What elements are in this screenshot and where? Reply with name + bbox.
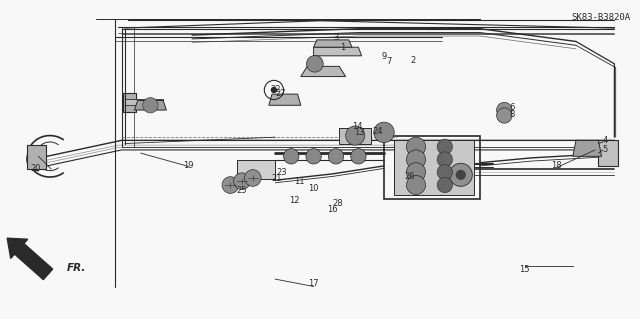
Polygon shape: [125, 99, 163, 105]
Polygon shape: [301, 66, 346, 77]
Text: 16: 16: [328, 205, 338, 214]
Circle shape: [244, 170, 261, 186]
Text: 14: 14: [352, 122, 362, 131]
Text: 5: 5: [602, 145, 607, 154]
FancyArrow shape: [7, 238, 52, 280]
Text: 8: 8: [509, 110, 515, 119]
Polygon shape: [123, 93, 136, 112]
Circle shape: [456, 170, 466, 180]
Text: 10: 10: [308, 184, 319, 193]
Circle shape: [406, 175, 426, 195]
Circle shape: [222, 177, 239, 193]
Polygon shape: [598, 140, 618, 166]
Text: 2: 2: [410, 56, 415, 65]
Text: 23: 23: [276, 168, 287, 177]
Text: SK83-B3820A: SK83-B3820A: [572, 13, 630, 22]
Circle shape: [284, 149, 299, 164]
Text: 4: 4: [602, 136, 607, 145]
Circle shape: [307, 56, 323, 72]
Circle shape: [143, 98, 158, 113]
Text: 19: 19: [184, 161, 194, 170]
Circle shape: [406, 137, 426, 156]
Circle shape: [437, 177, 452, 193]
Circle shape: [497, 102, 512, 118]
Bar: [384, 136, 480, 199]
Circle shape: [406, 163, 426, 182]
Polygon shape: [269, 94, 301, 105]
Polygon shape: [27, 145, 46, 169]
Circle shape: [306, 149, 321, 164]
Text: FR.: FR.: [67, 263, 86, 273]
Circle shape: [449, 163, 472, 186]
Text: 24: 24: [372, 127, 383, 136]
Text: 9: 9: [381, 52, 387, 61]
Circle shape: [374, 122, 394, 143]
Text: 15: 15: [520, 265, 530, 274]
Text: 27: 27: [275, 89, 285, 98]
Text: 26: 26: [404, 172, 415, 181]
Text: 1: 1: [340, 43, 345, 52]
Text: 7: 7: [387, 57, 392, 66]
Circle shape: [346, 126, 365, 145]
Text: 20: 20: [30, 164, 40, 173]
Polygon shape: [339, 128, 371, 144]
Circle shape: [437, 165, 452, 180]
Polygon shape: [314, 47, 362, 56]
Circle shape: [271, 87, 277, 93]
Text: 25: 25: [237, 186, 247, 195]
Polygon shape: [573, 140, 602, 156]
Text: 11: 11: [294, 177, 305, 186]
Polygon shape: [394, 140, 474, 195]
Polygon shape: [314, 40, 352, 47]
Circle shape: [497, 108, 512, 123]
Text: 28: 28: [333, 199, 343, 208]
Polygon shape: [237, 160, 275, 179]
Polygon shape: [134, 100, 166, 110]
Circle shape: [437, 139, 452, 154]
Text: 6: 6: [509, 103, 515, 112]
Text: 17: 17: [308, 279, 319, 288]
Text: 13: 13: [355, 128, 365, 137]
Text: 22: 22: [270, 85, 280, 94]
Circle shape: [328, 149, 344, 164]
Text: 18: 18: [552, 161, 562, 170]
Text: 3: 3: [333, 33, 339, 42]
Text: 12: 12: [289, 196, 300, 205]
Circle shape: [406, 150, 426, 169]
Circle shape: [437, 152, 452, 167]
Text: 21: 21: [271, 174, 282, 182]
Circle shape: [351, 149, 366, 164]
Circle shape: [234, 173, 250, 189]
